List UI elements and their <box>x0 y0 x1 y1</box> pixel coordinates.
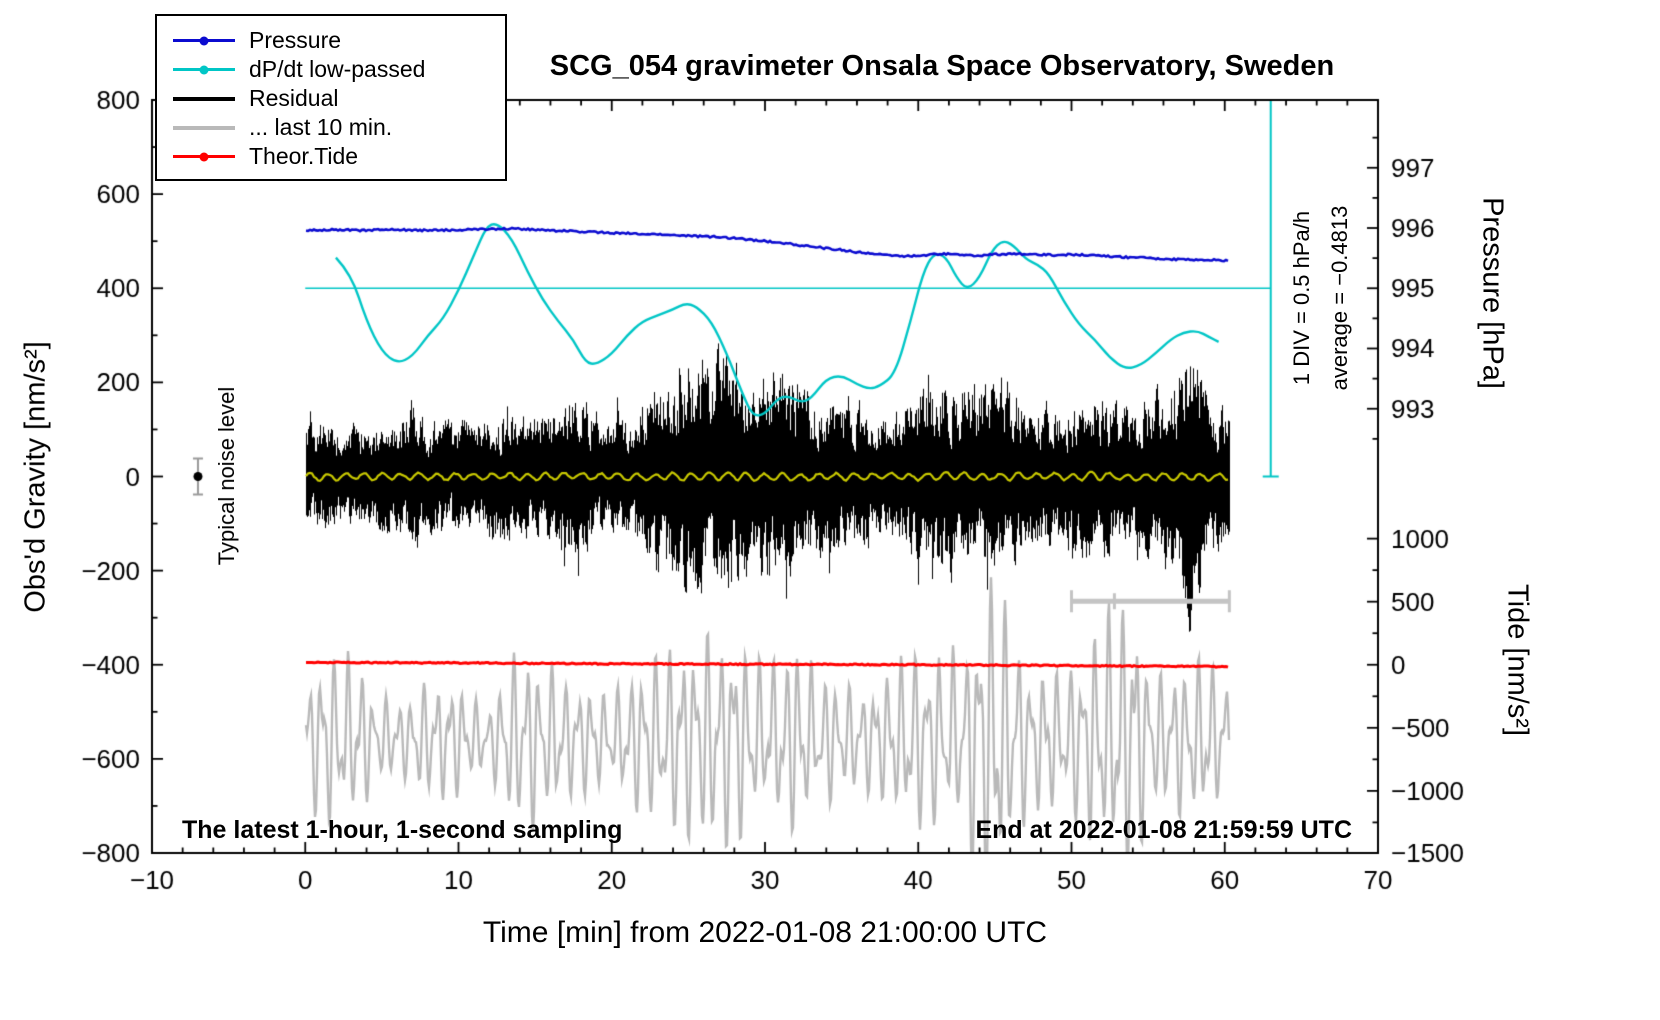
legend-item-theor-tide: Theor.Tide <box>173 142 505 171</box>
dpdt-line-swatch-icon <box>173 65 235 74</box>
legend-label: ... last 10 min. <box>249 114 393 140</box>
page-title: SCG_054 gravimeter Onsala Space Observat… <box>549 50 1335 82</box>
div-scale-annotation: 1 DIV = 0.5 hPa/h <box>1289 210 1314 386</box>
theor-tide-dot-icon <box>199 152 209 161</box>
chart-legend: Pressure dP/dt low-passed Residual ... l… <box>155 14 507 181</box>
pressure-line-swatch-icon <box>173 36 235 45</box>
sampling-annotation: The latest 1-hour, 1-second sampling <box>182 816 623 844</box>
end-time-annotation: End at 2022-01-08 21:59:59 UTC <box>975 816 1352 844</box>
x-axis-title: Time [min] from 2022-01-08 21:00:00 UTC <box>482 916 1048 949</box>
legend-label: Residual <box>249 85 339 111</box>
left-axis-title: Obs'd Gravity [nm/s²] <box>19 341 52 613</box>
residual-line-swatch-icon <box>173 96 235 101</box>
pressure-dot-icon <box>199 36 209 45</box>
legend-item-residual: Residual <box>173 84 505 113</box>
pressure-axis-title: Pressure [hPa] <box>1476 197 1509 389</box>
legend-item-dpdt: dP/dt low-passed <box>173 55 505 84</box>
legend-item-last10: ... last 10 min. <box>173 113 505 142</box>
average-dpdt-annotation: average = −0.4813 <box>1327 205 1352 391</box>
typical-noise-level-annotation: Typical noise level <box>214 386 239 566</box>
legend-label: Pressure <box>249 27 342 53</box>
tide-axis-title: Tide [nm/s²] <box>1501 583 1534 737</box>
legend-label: dP/dt low-passed <box>249 56 426 82</box>
theor-tide-line-swatch-icon <box>173 152 235 161</box>
dpdt-dot-icon <box>199 65 209 74</box>
legend-label: Theor.Tide <box>249 143 359 169</box>
last10-line-swatch-icon <box>173 125 235 130</box>
legend-item-pressure: Pressure <box>173 26 505 55</box>
